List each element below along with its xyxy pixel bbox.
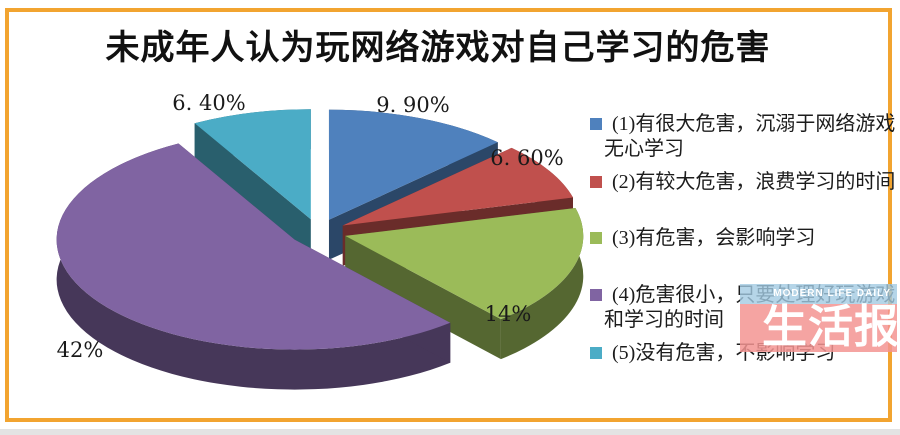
legend-item-1: (1)有很大危害，沉溺于网络游戏无心学习 bbox=[590, 112, 895, 162]
legend-label-1-line2: 无心学习 bbox=[604, 138, 684, 160]
pie-data-label-3: 14% bbox=[485, 302, 532, 326]
watermark-tagline: MODERN LIFE DAILY bbox=[740, 284, 897, 304]
pie-slice-1 bbox=[328, 109, 498, 220]
legend-label-3-line1: (3)有危害，会影响学习 bbox=[612, 227, 816, 249]
pie-slice-3 bbox=[345, 207, 584, 320]
pie-slice-4-outer-wall bbox=[56, 143, 451, 390]
pie-slice-2 bbox=[342, 147, 573, 226]
legend-swatch-4 bbox=[590, 289, 602, 301]
pie-data-label-5: 6. 40% bbox=[172, 91, 245, 115]
pie-slice-5 bbox=[194, 109, 311, 220]
pie-slice-5-side-wall bbox=[194, 123, 311, 260]
legend-label-1-line1: (1)有很大危害，沉溺于网络游戏 bbox=[612, 113, 896, 135]
legend-swatch-3 bbox=[590, 232, 602, 244]
watermark-name: 生活报 bbox=[740, 304, 899, 352]
legend-item-2: (2)有较大危害，浪费学习的时间 bbox=[590, 170, 895, 195]
newspaper-watermark: MODERN LIFE DAILY 生活报 bbox=[740, 284, 899, 352]
chart-border-frame bbox=[5, 8, 892, 422]
legend-swatch-5 bbox=[590, 347, 602, 359]
bottom-gray-strip bbox=[0, 429, 900, 435]
legend-swatch-1 bbox=[590, 118, 602, 130]
pie-slice-4 bbox=[56, 143, 451, 350]
legend-label-2-line1: (2)有较大危害，浪费学习的时间 bbox=[612, 171, 896, 193]
legend-swatch-2 bbox=[590, 176, 602, 188]
pie-data-label-2: 6. 60% bbox=[490, 146, 563, 170]
pie-data-label-4: 42% bbox=[57, 338, 104, 362]
pie-slice-3-outer-wall bbox=[500, 207, 584, 360]
pie-data-label-1: 9. 90% bbox=[376, 93, 449, 117]
legend-label-4-line2: 和学习的时间 bbox=[604, 309, 724, 331]
pie-slice-3-side-wall bbox=[345, 235, 501, 360]
legend-item-3: (3)有危害，会影响学习 bbox=[590, 226, 815, 251]
chart-title: 未成年人认为玩网络游戏对自己学习的危害 bbox=[105, 29, 771, 67]
